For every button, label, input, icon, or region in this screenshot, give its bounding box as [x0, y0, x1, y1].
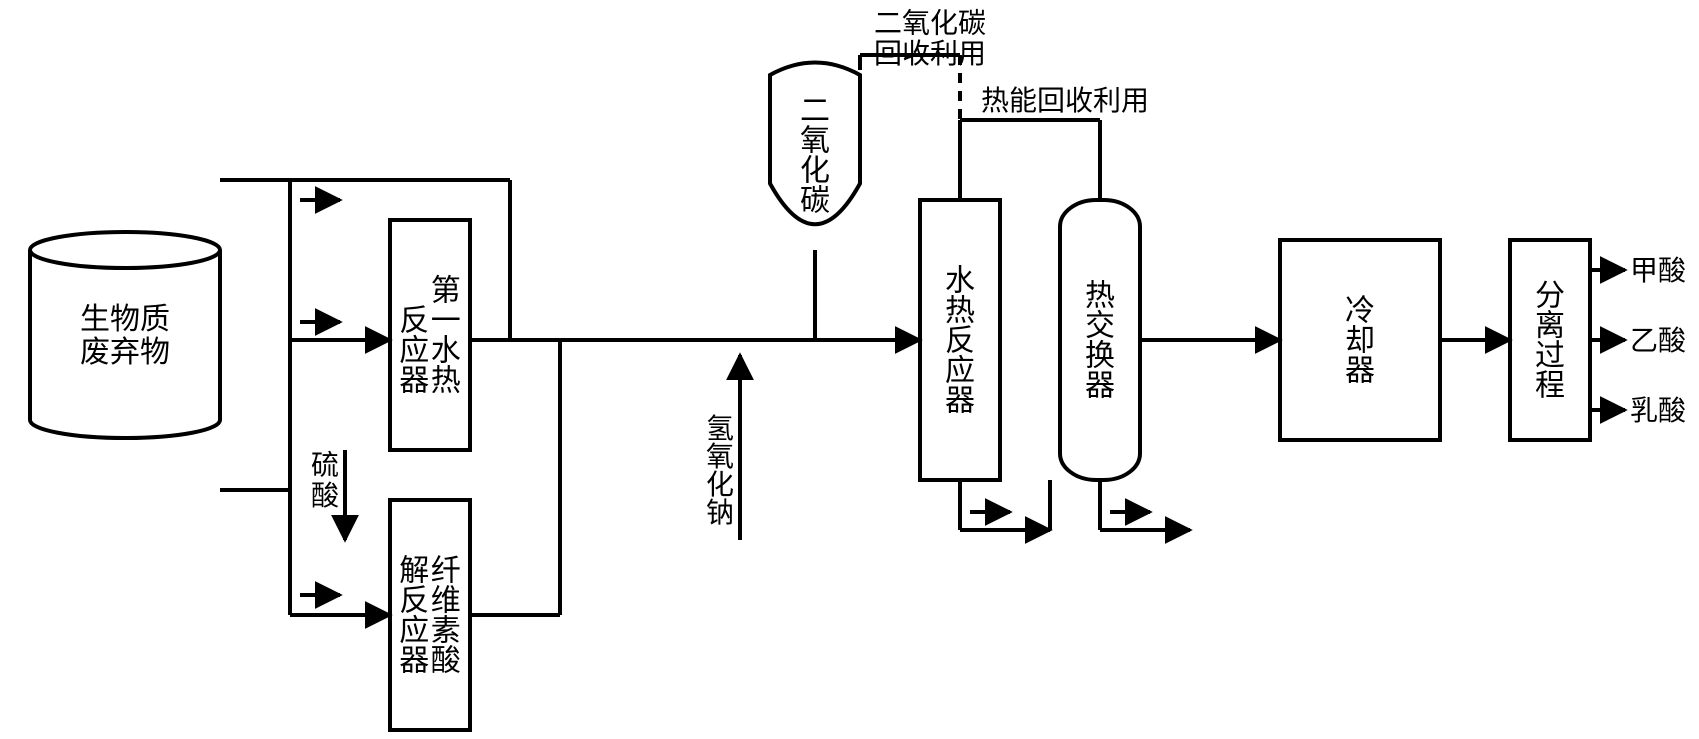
lactic-acid-label: 乳酸 [1630, 395, 1686, 427]
svg-text:器: 器 [1345, 355, 1375, 388]
svg-text:第: 第 [431, 275, 461, 308]
svg-text:维: 维 [431, 585, 461, 618]
svg-text:二氧化碳: 二氧化碳 [874, 7, 986, 39]
svg-text:回收利用: 回收利用 [874, 38, 986, 70]
svg-text:器: 器 [399, 365, 429, 398]
svg-text:过: 过 [1535, 340, 1565, 373]
svg-text:交: 交 [1085, 310, 1115, 343]
svg-text:器: 器 [1085, 370, 1115, 403]
svg-text:氧: 氧 [800, 125, 830, 158]
svg-text:酸: 酸 [311, 480, 339, 512]
cellulose_reactor-label: 纤维素酸 解反应器 [399, 555, 461, 678]
svg-text:氢: 氢 [706, 413, 734, 445]
svg-text:碳: 碳 [800, 185, 830, 218]
co2-label: 二氧化碳 [800, 95, 830, 218]
svg-text:器: 器 [945, 385, 975, 418]
svg-text:素: 素 [431, 615, 461, 648]
formic-acid-label: 甲酸 [1630, 255, 1686, 287]
svg-text:应: 应 [945, 355, 975, 388]
heat-recycle-label: 热能回收利用 [981, 85, 1149, 117]
svg-text:硫: 硫 [311, 449, 339, 481]
svg-text:程: 程 [1535, 370, 1565, 403]
sulfuric-acid-label: 硫酸 [311, 449, 339, 512]
svg-text:生物质: 生物质 [80, 303, 170, 336]
svg-text:离: 离 [1535, 310, 1565, 343]
svg-text:二: 二 [800, 95, 830, 128]
hydro_reactor-label: 水热反应器 [945, 265, 975, 418]
svg-text:化: 化 [706, 469, 734, 501]
cooler-label: 冷却器 [1345, 295, 1375, 388]
svg-text:化: 化 [800, 155, 830, 188]
svg-text:应: 应 [399, 615, 429, 648]
svg-text:反: 反 [399, 305, 429, 338]
svg-text:换: 换 [1085, 340, 1115, 373]
svg-text:热: 热 [945, 295, 975, 328]
svg-text:解: 解 [399, 555, 429, 588]
svg-text:反: 反 [945, 325, 975, 358]
naoh-label: 氢氧化钠 [706, 413, 734, 529]
svg-text:反: 反 [399, 585, 429, 618]
svg-text:酸: 酸 [431, 645, 461, 678]
svg-text:水: 水 [431, 335, 461, 368]
svg-text:废弃物: 废弃物 [80, 336, 170, 369]
svg-text:分: 分 [1535, 280, 1565, 313]
biomass-label: 生物质废弃物 [80, 303, 170, 369]
separation-label: 分离过程 [1535, 280, 1565, 403]
svg-text:氧: 氧 [706, 441, 734, 473]
svg-text:一: 一 [431, 305, 461, 338]
svg-text:热: 热 [431, 365, 461, 398]
svg-text:水: 水 [945, 265, 975, 298]
svg-text:却: 却 [1345, 325, 1375, 358]
svg-text:热能回收利用: 热能回收利用 [981, 85, 1149, 117]
heat_exchanger-label: 热交换器 [1085, 280, 1115, 403]
svg-text:纤: 纤 [431, 555, 461, 588]
process-flow-diagram: 生物质废弃物第一水热 反应器纤维素酸解反应器二氧化碳水热反应器热交换器冷却器分离… [0, 0, 1699, 739]
svg-text:应: 应 [399, 335, 429, 368]
svg-text:冷: 冷 [1345, 295, 1375, 328]
svg-text:钠: 钠 [706, 497, 734, 529]
first_reactor-label: 第一水热 反应器 [399, 275, 461, 398]
svg-text:热: 热 [1085, 280, 1115, 313]
svg-text:器: 器 [399, 645, 429, 678]
acetic-acid-label: 乙酸 [1630, 325, 1686, 357]
co2-recycle-label: 二氧化碳回收利用 [874, 7, 986, 70]
